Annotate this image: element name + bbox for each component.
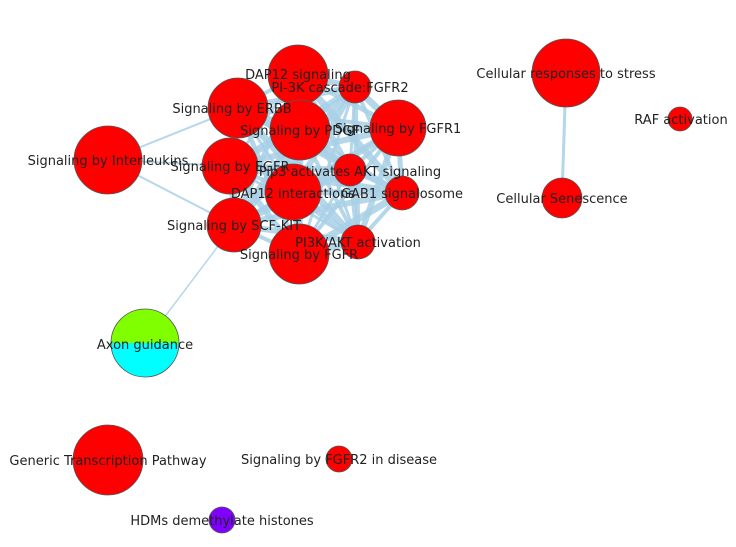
node-pi3k-akt[interactable] bbox=[340, 224, 376, 260]
label-signaling-fgfr1: Signaling by FGFR1 bbox=[335, 122, 462, 137]
label-raf-activation: RAF activation bbox=[634, 113, 727, 128]
node-axon-guidance[interactable] bbox=[110, 308, 180, 378]
node-signaling-pdgf[interactable] bbox=[269, 99, 331, 161]
node-signaling-fgfr[interactable] bbox=[268, 223, 330, 285]
label-signaling-scf-kit: Signaling by SCF-KIT bbox=[167, 219, 301, 234]
label-pi3k-akt: PI3K/AKT activation bbox=[295, 236, 421, 251]
node-signaling-scf-kit[interactable] bbox=[206, 197, 262, 253]
label-hdms: HDMs demethylate histones bbox=[130, 514, 314, 529]
label-pi3k-fgfr2: PI-3K cascade:FGFR2 bbox=[271, 81, 408, 96]
node-signaling-egfr[interactable] bbox=[201, 137, 259, 195]
label-signaling-interleukins: Signaling by Interleukins bbox=[28, 154, 189, 169]
node-pi3k-fgfr2[interactable] bbox=[338, 70, 372, 104]
label-signaling-fgfr: Signaling by FGFR bbox=[240, 248, 358, 263]
label-activates-akt: Pip3 activates AKT signaling bbox=[259, 165, 441, 180]
node-generic-transcription[interactable] bbox=[72, 424, 144, 496]
node-signaling-interleukins[interactable] bbox=[73, 125, 143, 195]
node-layer bbox=[72, 38, 693, 534]
node-raf-activation[interactable] bbox=[667, 106, 693, 132]
label-gab1: GAB1 signalosome bbox=[341, 187, 463, 202]
label-signaling-pdgf: Signaling by PDGF bbox=[240, 124, 360, 139]
node-activates-akt[interactable] bbox=[333, 153, 367, 187]
label-generic-transcription: Generic Transcription Pathway bbox=[9, 454, 206, 469]
label-fgfr2-disease: Signaling by FGFR2 in disease bbox=[241, 453, 437, 468]
edge bbox=[233, 190, 403, 228]
label-signaling-erbb: Signaling by ERBB bbox=[172, 102, 291, 117]
node-signaling-fgfr1[interactable] bbox=[369, 99, 427, 157]
label-axon-guidance: Axon guidance bbox=[97, 338, 193, 353]
label-layer: DAP12 signaling PI-3K cascade:FGFR2 Sign… bbox=[9, 67, 727, 529]
label-cellular-stress: Cellular responses to stress bbox=[476, 67, 655, 82]
label-dap12-interactions: DAP12 interactions bbox=[231, 187, 355, 202]
node-cellular-senescence[interactable] bbox=[541, 177, 583, 219]
node-dap12-interactions[interactable] bbox=[264, 163, 322, 221]
label-dap12-signaling: DAP12 signaling bbox=[245, 68, 351, 83]
node-gab1[interactable] bbox=[384, 175, 420, 211]
node-hdms[interactable] bbox=[208, 506, 236, 534]
label-cellular-senescence: Cellular Senescence bbox=[496, 192, 627, 207]
node-cellular-stress[interactable] bbox=[531, 38, 601, 108]
node-signaling-erbb[interactable] bbox=[207, 77, 269, 139]
node-fgfr2-disease[interactable] bbox=[325, 445, 353, 473]
label-signaling-egfr: Signaling by EGFR bbox=[170, 160, 289, 175]
